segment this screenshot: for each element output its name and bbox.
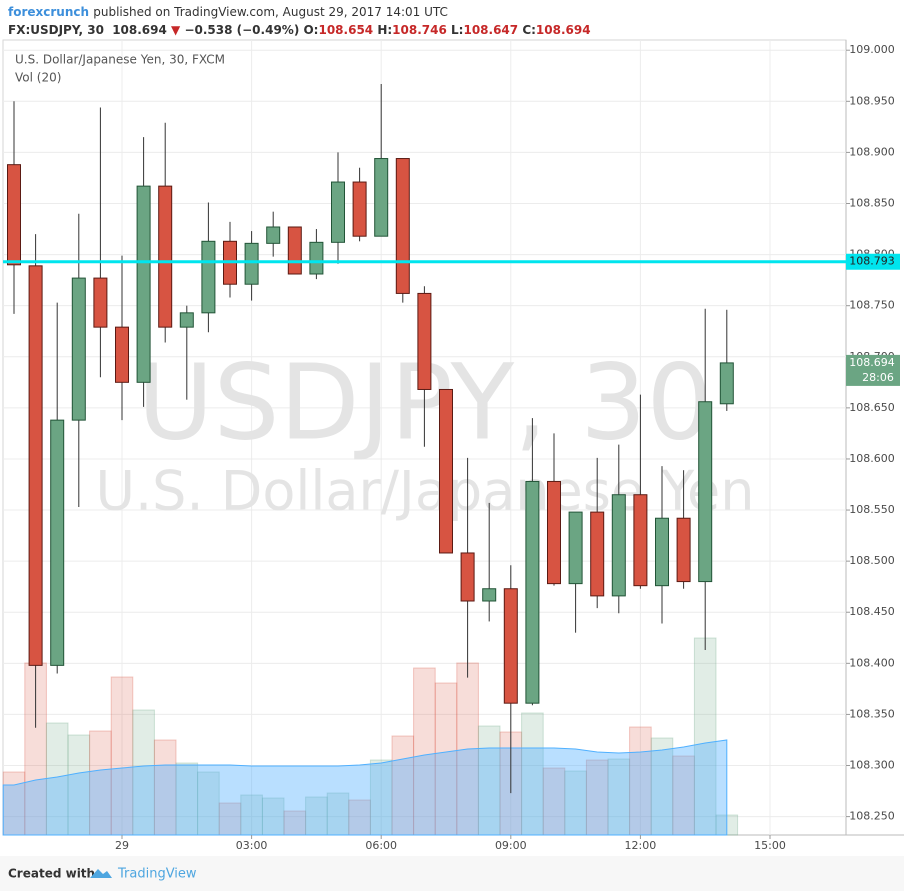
candle-body xyxy=(201,240,216,314)
candle-body xyxy=(676,517,691,583)
y-tick-label: 108.550 xyxy=(849,503,895,516)
candle-body xyxy=(374,158,389,237)
candle-body xyxy=(655,517,669,587)
hline-label-bg xyxy=(846,253,900,270)
candle-body xyxy=(309,241,324,275)
published: published on TradingView.com, August 29,… xyxy=(93,5,448,19)
last: 108.694 xyxy=(112,23,167,37)
last-price-label: 108.694 xyxy=(849,356,895,369)
footer-bg xyxy=(0,856,904,891)
candle-body xyxy=(287,226,302,275)
x-tick-label: 12:00 xyxy=(625,839,657,852)
candle-body xyxy=(482,588,497,602)
volume-ma-area xyxy=(2,739,728,836)
candles xyxy=(7,83,734,794)
candle-body xyxy=(525,480,540,704)
header-line-1: forexcrunch published on TradingView.com… xyxy=(8,5,448,19)
c-label: C: xyxy=(522,23,536,37)
h-label: H: xyxy=(377,23,392,37)
y-tick-label: 108.650 xyxy=(849,401,895,414)
footer-created: Created with xyxy=(8,867,95,881)
candle-body xyxy=(244,242,259,285)
candle-body xyxy=(633,494,648,587)
y-tick-label: 108.950 xyxy=(849,94,895,107)
c-value: 108.694 xyxy=(536,23,591,37)
y-tick-label: 108.300 xyxy=(849,759,895,772)
hline-label: 108.793 xyxy=(849,255,895,268)
y-tick-label: 108.450 xyxy=(849,605,895,618)
candle-body xyxy=(352,181,367,237)
candle-body xyxy=(28,265,43,666)
candle-body xyxy=(7,164,21,266)
arrow: ▼ xyxy=(171,23,181,37)
header-line-2: FX:USDJPY, 30 108.694 ▼ −0.538 (−0.49%) … xyxy=(8,23,591,37)
candle-body xyxy=(71,277,86,421)
y-tick-label: 108.850 xyxy=(849,196,895,209)
x-tick-label: 29 xyxy=(115,839,129,852)
last-price-bg xyxy=(846,354,900,386)
y-tick-label: 108.500 xyxy=(849,554,895,567)
candle-body xyxy=(719,362,734,405)
l-label: L: xyxy=(451,23,463,37)
candle-body xyxy=(568,511,583,585)
watermark-name: U.S. Dollar/Japanese Yen xyxy=(95,460,754,523)
symbol: FX:USDJPY, 30 xyxy=(8,23,104,37)
footer-logo xyxy=(90,869,112,878)
candle-body xyxy=(698,401,713,583)
overlays: 109.000108.950108.900108.850108.800108.7… xyxy=(3,43,900,852)
candle-body xyxy=(136,185,151,383)
candle-body xyxy=(115,326,129,383)
h-value: 108.746 xyxy=(392,23,447,37)
x-tick-label: 15:00 xyxy=(754,839,786,852)
candle-body xyxy=(331,181,345,243)
author[interactable]: forexcrunch xyxy=(8,5,89,19)
x-tick-label: 03:00 xyxy=(236,839,268,852)
candle-body xyxy=(439,388,453,554)
candle-body xyxy=(50,419,65,666)
candle-body xyxy=(395,158,410,294)
candle-body xyxy=(611,494,626,597)
l-value: 108.647 xyxy=(463,23,518,37)
legend-title: U.S. Dollar/Japanese Yen, 30, FXCM xyxy=(15,53,225,67)
countdown: 28:06 xyxy=(862,371,894,384)
candle-body xyxy=(93,277,108,328)
candle-body xyxy=(158,185,173,328)
volume xyxy=(2,637,739,836)
legend-volume: Vol (20) xyxy=(15,71,61,85)
y-tick-label: 108.250 xyxy=(849,810,895,823)
y-tick-label: 109.000 xyxy=(849,43,895,56)
y-tick-label: 108.900 xyxy=(849,145,895,158)
candle-body xyxy=(417,292,432,390)
y-tick-label: 108.600 xyxy=(849,452,895,465)
candle-body xyxy=(460,552,475,602)
change: −0.538 (−0.49%) xyxy=(184,23,299,37)
candle-body xyxy=(503,588,518,704)
candle-body xyxy=(266,226,281,244)
o-value: 108.654 xyxy=(318,23,373,37)
x-tick-label: 09:00 xyxy=(495,839,527,852)
footer-brand[interactable]: TradingView xyxy=(117,867,197,882)
y-tick-label: 108.350 xyxy=(849,707,895,720)
y-tick-label: 108.750 xyxy=(849,299,895,312)
candle-body xyxy=(547,480,561,585)
o-label: O: xyxy=(303,23,318,37)
candle-body xyxy=(179,312,194,328)
x-tick-label: 06:00 xyxy=(365,839,397,852)
candle-body xyxy=(590,511,605,597)
y-tick-label: 108.400 xyxy=(849,656,895,669)
